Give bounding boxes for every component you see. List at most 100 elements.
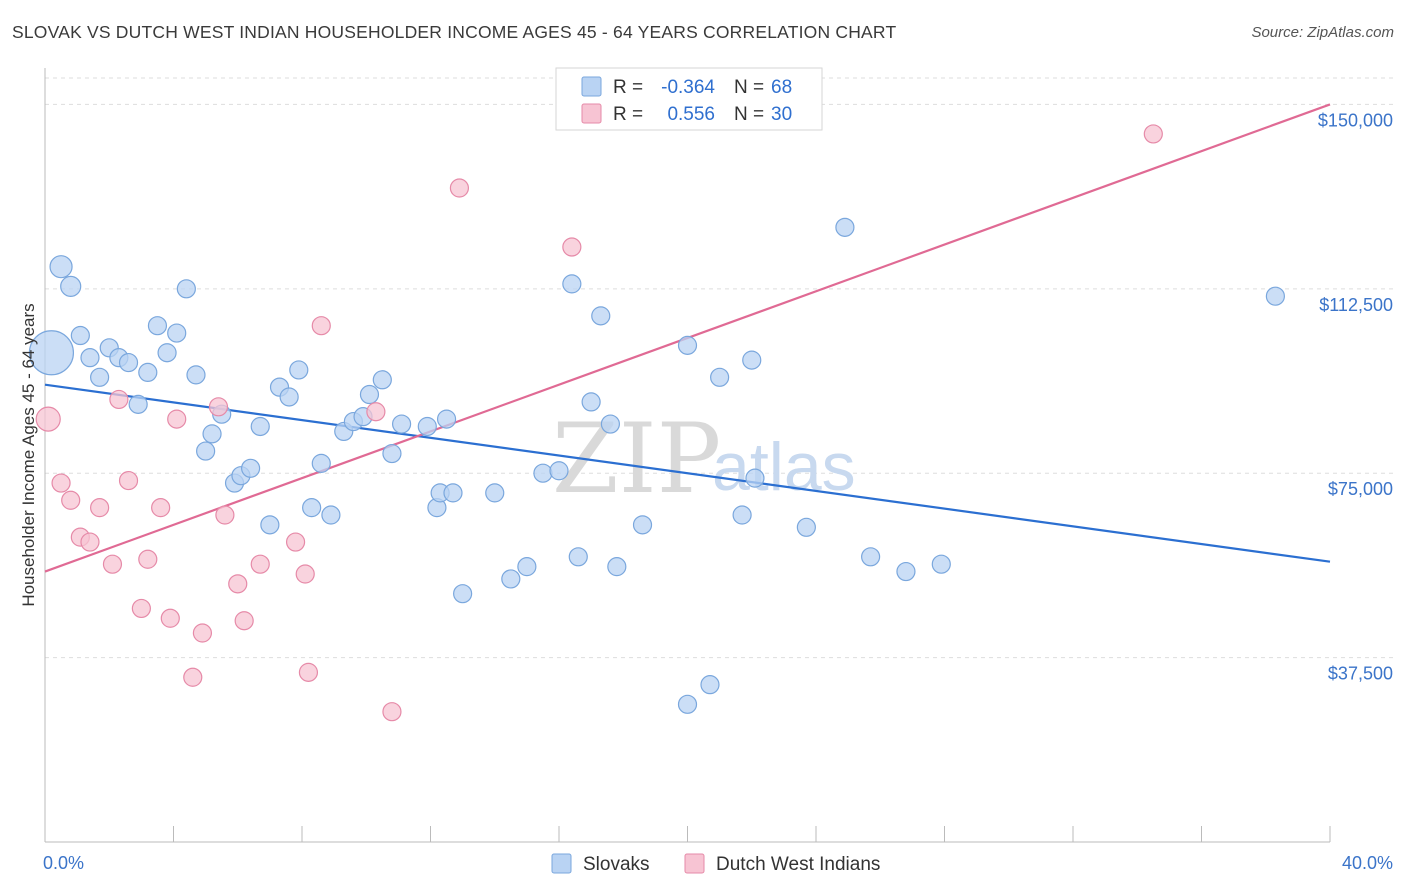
dutch-west-indian-point: [1143, 124, 1163, 144]
axes: [44, 68, 1331, 843]
legend-r-label-dutch-west-indians: R =: [613, 104, 643, 125]
slovak-point: [260, 515, 280, 535]
slovak-point: [501, 569, 521, 589]
dutch-west-indian-point: [61, 490, 81, 510]
slovak-point: [167, 323, 187, 343]
bottom-legend-swatch-slovaks: [551, 853, 572, 874]
slovak-point: [632, 515, 653, 535]
bottom-legend-swatch-dutch-west-indians: [684, 853, 705, 874]
dutch-west-indian-point: [35, 406, 61, 432]
y-tick-label: $112,500: [1319, 295, 1393, 315]
slovak-point: [1265, 286, 1285, 306]
slovak-point: [250, 416, 270, 437]
slovak-point: [186, 365, 206, 385]
legend-n-value-dutch-west-indians: 30: [771, 104, 792, 125]
slovak-point: [157, 343, 177, 363]
dutch-west-indian-point: [160, 608, 180, 628]
dutch-west-indian-point: [138, 549, 158, 569]
dutch-west-indian-point: [215, 505, 235, 525]
slovak-point: [549, 461, 569, 481]
slovak-point: [742, 350, 762, 370]
legend-n-value-slovaks: 68: [771, 77, 792, 98]
slovak-point: [28, 330, 75, 376]
x-tick-label-max: 40.0%: [1342, 853, 1393, 873]
slovak-point: [677, 335, 698, 355]
legend-r-value-slovaks: -0.364: [661, 77, 715, 98]
x-tick-labels: 0.0% 40.0%: [43, 853, 1393, 873]
slovak-point: [517, 557, 537, 577]
bottom-legend: Slovaks Dutch West Indians: [551, 853, 880, 875]
slovak-point: [710, 367, 730, 387]
dutch-west-indian-point: [285, 532, 306, 552]
dutch-west-indian-point: [311, 316, 331, 336]
dutch-west-indian-point: [51, 473, 71, 493]
dutch-west-indian-point: [90, 498, 110, 518]
slovak-point: [196, 441, 216, 461]
dutch-west-indian-point: [80, 532, 100, 552]
slovak-point: [202, 424, 222, 444]
slovak-point: [311, 453, 331, 473]
slovak-point: [60, 275, 82, 297]
legend-swatch-dutch-west-indians: [581, 103, 602, 124]
dutch-west-indian-point: [366, 402, 386, 422]
legend: R = -0.364 N = 68 R = 0.556 N = 30: [555, 67, 823, 131]
slovak-point: [90, 367, 110, 387]
chart-title: SLOVAK VS DUTCH WEST INDIAN HOUSEHOLDER …: [12, 22, 897, 42]
dutch-west-indian-point: [118, 470, 139, 491]
slovak-point: [118, 352, 139, 373]
legend-r-value-dutch-west-indians: 0.556: [667, 104, 715, 125]
slovak-point: [80, 348, 100, 368]
dutch-west-indian-point: [151, 498, 171, 518]
slovak-point: [49, 255, 73, 279]
dutch-west-indian-point: [167, 409, 187, 429]
x-tick-label-min: 0.0%: [43, 853, 84, 873]
slovak-point: [321, 505, 341, 525]
slovak-point: [745, 468, 765, 488]
slovak-point: [176, 279, 196, 299]
slovak-point: [128, 394, 148, 414]
legend-swatch-slovaks: [581, 76, 602, 97]
bottom-legend-label-slovaks: Slovaks: [583, 854, 650, 875]
slovak-point: [591, 306, 611, 326]
legend-r-label-slovaks: R =: [613, 77, 643, 98]
slovak-point: [796, 517, 816, 537]
slovak-point: [241, 458, 261, 478]
legend-n-label-slovaks: N =: [734, 77, 764, 98]
legend-n-label-dutch-west-indians: N =: [734, 104, 764, 125]
dutch-west-indian-point: [183, 667, 203, 687]
slovak-point: [581, 392, 601, 412]
dutch-west-indian-point: [382, 702, 402, 722]
dutch-west-indian-point: [562, 237, 582, 257]
slovak-point: [289, 360, 309, 380]
dutch-west-indian-point: [298, 662, 319, 682]
dutch-west-indian-point: [102, 554, 123, 574]
slovak-point: [562, 274, 582, 294]
dutch-west-indian-point: [208, 397, 229, 417]
y-tick-label: $75,000: [1328, 479, 1393, 499]
slovak-point: [453, 584, 473, 604]
watermark: ZIP atlas: [552, 403, 856, 515]
bottom-legend-label-dutch-west-indians: Dutch West Indians: [716, 854, 880, 875]
slovak-point: [391, 414, 412, 434]
slovak-point: [279, 387, 299, 407]
dutch-west-indian-point: [228, 574, 248, 594]
slovak-point: [382, 443, 402, 464]
y-axis-label: Householder Income Ages 45 - 64 years: [19, 303, 38, 606]
slovak-point: [359, 384, 380, 405]
slovaks-trend-line: [44, 383, 1331, 563]
y-tick-label: $37,500: [1328, 664, 1393, 684]
slovak-point: [732, 505, 752, 525]
dutch-west-indian-point: [234, 611, 254, 631]
slovak-point: [443, 483, 463, 503]
slovak-point: [372, 370, 392, 390]
dutch-west-indian-point: [131, 598, 151, 619]
slovak-point: [417, 416, 437, 437]
slovak-point: [700, 675, 720, 695]
dutch-west-indian-point: [250, 554, 270, 574]
slovak-point: [677, 694, 698, 714]
slovak-point: [861, 547, 881, 567]
y-tick-label: $150,000: [1318, 110, 1393, 130]
slovak-point: [147, 316, 168, 336]
slovak-point: [533, 463, 553, 483]
